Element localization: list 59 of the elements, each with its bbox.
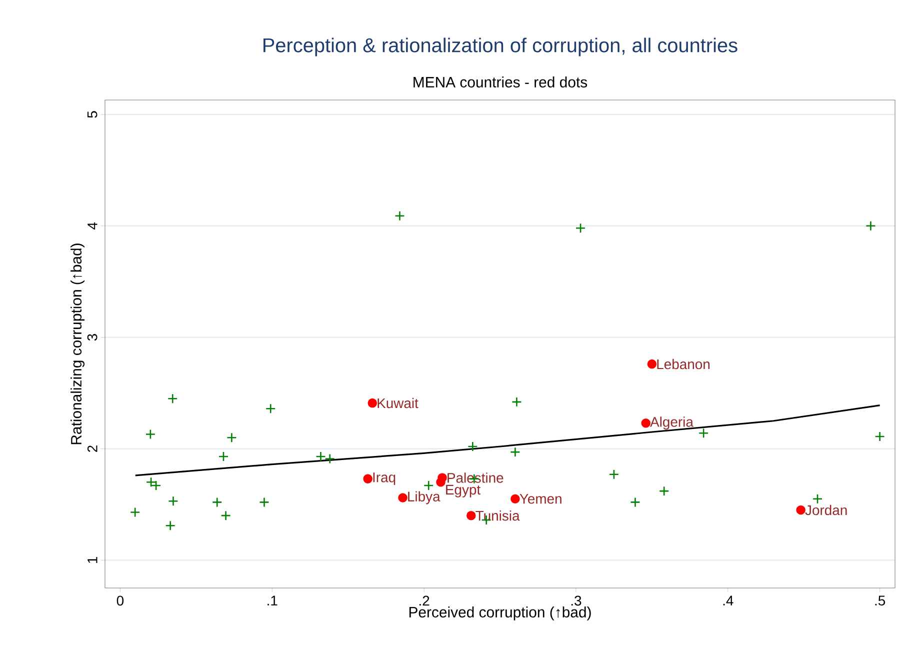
annotation: Libya bbox=[408, 491, 440, 504]
point bbox=[641, 418, 650, 428]
point bbox=[130, 507, 140, 518]
point bbox=[145, 429, 156, 440]
y-tick-label: 5 bbox=[88, 111, 98, 118]
point bbox=[168, 496, 178, 506]
point bbox=[866, 220, 876, 232]
point bbox=[316, 451, 326, 462]
y-tick-label: 1 bbox=[88, 556, 98, 563]
annotation: Lebanon bbox=[657, 358, 710, 370]
point bbox=[510, 446, 520, 458]
x-tick-label: .1 bbox=[268, 596, 278, 606]
point bbox=[226, 432, 237, 443]
annotation: Algeria bbox=[650, 416, 694, 430]
x-tick-label: .5 bbox=[875, 596, 886, 606]
point bbox=[874, 431, 885, 442]
point bbox=[363, 474, 372, 484]
point bbox=[167, 393, 178, 404]
annotation: Egypt bbox=[446, 484, 481, 498]
point bbox=[647, 359, 657, 369]
x-tick-label: 0 bbox=[116, 596, 124, 606]
point bbox=[368, 398, 378, 408]
y-tick-label: 2 bbox=[87, 446, 98, 452]
point bbox=[658, 486, 670, 496]
point bbox=[698, 428, 709, 438]
point bbox=[165, 520, 176, 531]
point bbox=[812, 494, 823, 504]
point bbox=[212, 497, 222, 508]
point bbox=[265, 403, 276, 414]
point bbox=[796, 505, 806, 515]
x-tick-label: .3 bbox=[571, 596, 582, 606]
point bbox=[630, 497, 640, 508]
point bbox=[575, 222, 586, 234]
annotation: Kuwait bbox=[378, 398, 418, 408]
x-axis-title: Perceived corruption (↑bad) bbox=[409, 606, 591, 620]
y-tick-label: 4 bbox=[88, 222, 98, 230]
point bbox=[468, 441, 478, 452]
point bbox=[512, 396, 522, 408]
point bbox=[394, 210, 405, 221]
point bbox=[423, 480, 434, 491]
chart-subtitle: MENA countries - red dots bbox=[414, 76, 588, 88]
y-tick-label: 3 bbox=[87, 334, 98, 341]
point bbox=[324, 454, 335, 464]
x-tick-label: .4 bbox=[723, 596, 734, 606]
x-tick-label: .2 bbox=[420, 596, 430, 606]
point bbox=[608, 469, 620, 480]
point bbox=[466, 510, 476, 520]
point bbox=[398, 493, 408, 502]
chart-title: Perception & rationalization of corruption, all countries bbox=[264, 38, 738, 56]
annotation: Iraq bbox=[373, 472, 396, 486]
annotation: Jordan bbox=[805, 504, 847, 516]
point bbox=[510, 494, 520, 504]
annotation: Yemen bbox=[520, 494, 562, 504]
point bbox=[220, 510, 231, 521]
point bbox=[259, 497, 270, 508]
y-axis-title: Rationalizing corruption (↑bad) bbox=[70, 244, 84, 444]
annotation: Tunisia bbox=[476, 510, 520, 521]
point bbox=[436, 478, 446, 487]
point bbox=[218, 451, 229, 462]
